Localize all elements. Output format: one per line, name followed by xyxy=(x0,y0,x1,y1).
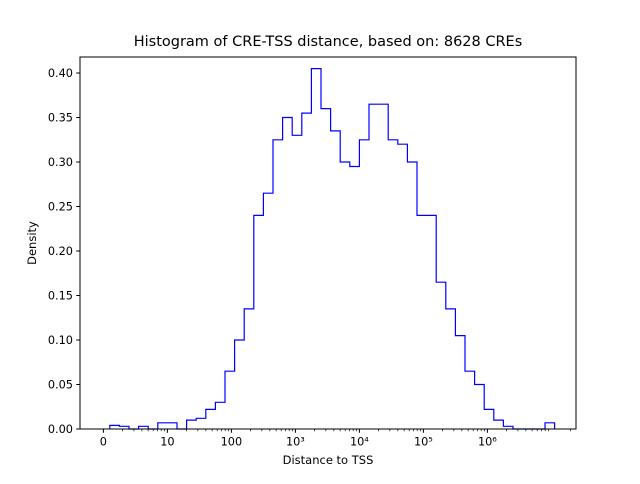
y-tick-label: 0.10 xyxy=(48,334,73,347)
y-tick-label: 0.25 xyxy=(48,200,73,213)
y-tick-label: 0.20 xyxy=(48,245,73,258)
x-tick-label: 100 xyxy=(221,436,243,449)
histogram-step-line xyxy=(109,68,556,430)
x-tick-label: 10³ xyxy=(286,436,305,449)
y-tick-label: 0.15 xyxy=(48,289,73,302)
y-tick-label: 0.05 xyxy=(48,378,73,391)
y-tick-label: 0.35 xyxy=(48,111,73,124)
x-tick-label: 10⁴ xyxy=(350,436,369,449)
x-tick-label: 10 xyxy=(160,436,174,449)
y-tick-label: 0.30 xyxy=(48,156,73,169)
x-tick-label: 0 xyxy=(100,436,107,449)
x-tick-label: 10⁵ xyxy=(414,436,433,449)
y-tick-label: 0.00 xyxy=(48,423,73,436)
axes-frame xyxy=(79,56,577,430)
y-tick-label: 0.40 xyxy=(48,67,73,80)
chart-title: Histogram of CRE-TSS distance, based on:… xyxy=(134,34,523,50)
y-axis-label: Density xyxy=(25,221,39,265)
x-axis-label: Distance to TSS xyxy=(283,453,374,467)
x-tick-label: 10⁶ xyxy=(478,436,497,449)
chart-content: 0 10 100 10³ 10⁴ 10⁵ 10⁶ 0.00 0.05 0.10 0.15 0.20 0.… xyxy=(48,56,577,449)
